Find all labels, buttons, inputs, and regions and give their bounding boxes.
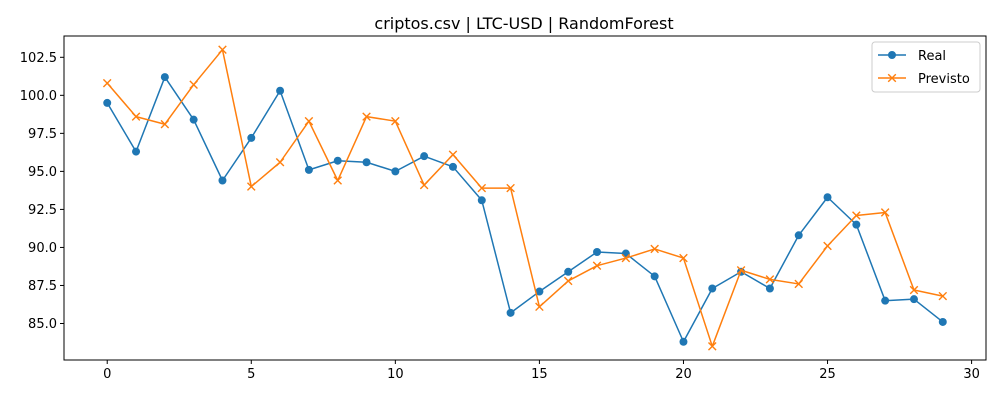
data-point-real [564, 267, 573, 276]
y-axis: 85.0 87.5 90.0 92.5 95.0 97.5 100.0 102.5 [20, 51, 64, 332]
data-point-previsto [909, 285, 919, 295]
data-point-real [852, 220, 861, 229]
data-point-real [765, 284, 774, 293]
data-point-real [477, 196, 486, 205]
series-line-previsto [106, 48, 943, 348]
data-point-real [448, 162, 457, 171]
legend: Real Previsto [871, 41, 981, 93]
data-point-previsto [621, 253, 631, 263]
data-point-real [160, 73, 169, 82]
data-point-real [650, 272, 659, 281]
data-point-real [391, 167, 400, 176]
data-point-previsto [650, 244, 659, 254]
y-tick-label: 100.0 [20, 89, 57, 104]
legend-label-real: Real [918, 49, 946, 64]
data-point-real [362, 158, 371, 167]
data-point-previsto [362, 112, 371, 121]
data-point-previsto [794, 279, 804, 289]
data-point-previsto [592, 261, 602, 270]
data-point-real [881, 296, 890, 305]
data-point-previsto [448, 150, 458, 159]
data-point-real [218, 176, 227, 185]
series-layer [102, 45, 948, 351]
data-point-previsto [736, 265, 746, 275]
data-point-previsto [246, 182, 256, 191]
y-tick-label: 102.5 [20, 51, 57, 66]
data-point-previsto [102, 78, 112, 88]
data-point-real [535, 287, 544, 296]
x-tick-label: 10 [387, 367, 404, 382]
data-point-previsto [880, 208, 890, 217]
data-point-previsto [131, 112, 141, 121]
data-point-real [189, 115, 198, 124]
data-point-real [506, 308, 515, 317]
data-point-real [938, 317, 947, 326]
x-tick-label: 30 [963, 367, 980, 382]
data-point-previsto [333, 176, 343, 185]
data-point-previsto [563, 276, 573, 286]
data-point-previsto [304, 116, 314, 126]
data-point-previsto [218, 45, 227, 54]
data-point-previsto [707, 342, 717, 351]
data-point-real [679, 337, 688, 346]
data-point-previsto [938, 291, 948, 301]
x-tick-label: 20 [675, 367, 692, 382]
x-axis: 0 5 10 15 20 25 30 [103, 360, 980, 382]
data-point-previsto [506, 183, 515, 193]
x-tick-label: 5 [247, 367, 255, 382]
x-tick-label: 25 [819, 367, 836, 382]
data-point-real [420, 152, 429, 161]
data-point-previsto [477, 183, 487, 193]
data-point-previsto [160, 119, 170, 129]
data-point-real [708, 284, 717, 293]
x-tick-label: 15 [531, 367, 548, 382]
data-point-previsto [823, 241, 832, 251]
data-point-previsto [679, 253, 688, 263]
data-point-real [132, 147, 141, 156]
y-tick-label: 87.5 [28, 279, 57, 294]
data-point-real [823, 193, 832, 202]
data-point-real [247, 133, 256, 142]
data-point-previsto [189, 80, 198, 89]
data-point-real [909, 295, 918, 304]
y-tick-label: 97.5 [28, 127, 57, 142]
data-point-previsto [391, 116, 400, 126]
data-point-previsto [852, 211, 861, 220]
data-point-real [593, 248, 602, 256]
data-point-real [794, 231, 803, 240]
y-tick-label: 95.0 [28, 165, 57, 180]
legend-marker-previsto [887, 73, 897, 83]
data-point-real [621, 249, 630, 258]
data-point-real [304, 165, 313, 174]
data-point-previsto [765, 275, 775, 284]
data-point-previsto [535, 302, 544, 312]
data-point-real [333, 156, 342, 165]
chart-title: criptos.csv | LTC-USD | RandomForest [374, 14, 673, 33]
data-point-previsto [275, 157, 285, 167]
legend-label-previsto: Previsto [918, 72, 970, 87]
data-point-previsto [419, 180, 429, 190]
y-tick-label: 92.5 [28, 203, 57, 218]
data-point-real [276, 86, 285, 95]
x-tick-label: 0 [103, 367, 111, 382]
plot-area-frame [63, 35, 987, 361]
y-tick-label: 90.0 [28, 241, 57, 256]
data-point-real [103, 98, 112, 107]
series-line-real [106, 76, 944, 343]
legend-marker-real [888, 51, 896, 59]
y-tick-label: 85.0 [28, 317, 57, 332]
